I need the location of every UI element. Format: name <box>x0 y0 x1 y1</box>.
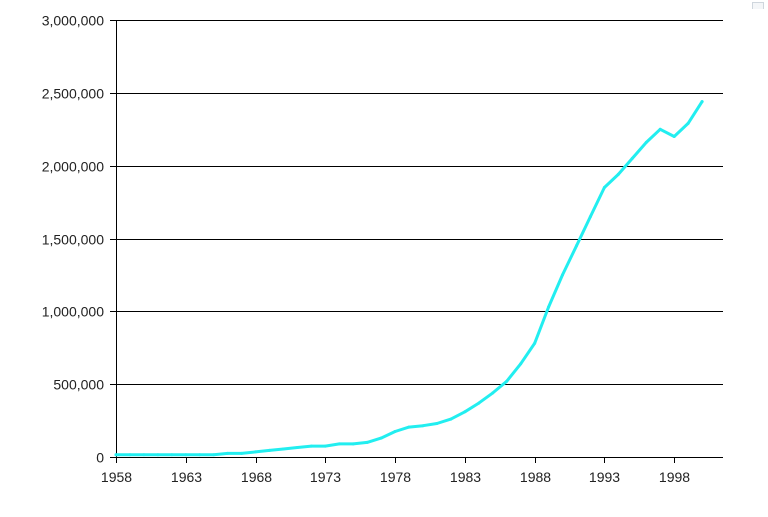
x-tick-label: 1963 <box>171 469 202 485</box>
y-tick-label: 2,000,000 <box>42 159 104 175</box>
data-point <box>281 447 285 451</box>
x-tick-label: 1958 <box>101 469 132 485</box>
data-point <box>533 341 537 345</box>
data-point <box>644 140 648 144</box>
x-tick-label: 1978 <box>380 469 411 485</box>
data-point <box>463 410 467 414</box>
data-point <box>672 135 676 138</box>
data-point <box>337 442 341 446</box>
data-point <box>351 442 355 446</box>
y-axis-tick-labels: 0 500,000 1,000,000 1,500,000 2,000,000 2,500… <box>42 13 105 466</box>
data-point <box>379 436 383 440</box>
data-point <box>547 305 551 309</box>
x-tick-label: 1968 <box>241 469 272 485</box>
series-line <box>114 100 704 457</box>
series-group <box>114 100 704 457</box>
data-point <box>407 425 411 429</box>
data-point <box>491 391 495 395</box>
x-axis-tick-labels: 1958 1963 1968 1973 1978 1983 1988 1993 1998 <box>101 469 690 485</box>
data-point <box>575 244 578 248</box>
x-tick-label: 1993 <box>589 469 620 485</box>
data-point <box>212 453 216 457</box>
data-point <box>240 451 244 455</box>
data-point <box>658 127 662 131</box>
x-tick-label: 1983 <box>450 469 481 485</box>
data-point <box>254 450 257 454</box>
data-point <box>393 430 397 433</box>
data-point <box>309 444 313 448</box>
y-tick-label: 1,500,000 <box>42 232 104 248</box>
gridlines <box>116 20 723 385</box>
y-tick-label: 1,000,000 <box>42 304 104 320</box>
data-point <box>477 401 481 405</box>
data-point <box>170 453 174 457</box>
data-point <box>519 362 523 366</box>
data-point <box>630 156 634 160</box>
y-tick-label: 500,000 <box>53 377 104 393</box>
data-point <box>505 379 509 383</box>
y-tick-label: 3,000,000 <box>42 13 104 29</box>
data-point <box>268 448 271 452</box>
data-point <box>449 417 453 421</box>
data-point <box>128 453 132 457</box>
data-point <box>295 446 299 449</box>
data-point <box>114 453 118 457</box>
data-point <box>142 453 146 457</box>
data-point <box>700 100 704 104</box>
data-point <box>156 453 160 457</box>
y-tick-label: 2,500,000 <box>42 86 104 102</box>
data-point <box>323 444 327 448</box>
data-point <box>226 451 230 455</box>
corner-widget-icon <box>752 2 764 9</box>
data-point <box>588 215 592 219</box>
data-point <box>184 453 188 457</box>
data-point <box>686 121 690 125</box>
data-point <box>421 424 425 428</box>
data-point <box>435 422 439 425</box>
data-point <box>561 273 564 277</box>
x-tick-label: 1988 <box>520 469 551 485</box>
y-tick-label: 0 <box>96 450 104 466</box>
data-point <box>198 453 202 457</box>
data-point <box>616 172 620 176</box>
x-tick-label: 1973 <box>310 469 341 485</box>
axes <box>110 20 723 463</box>
x-tick-label: 1998 <box>659 469 690 485</box>
data-point <box>602 186 606 189</box>
data-point <box>365 440 369 444</box>
